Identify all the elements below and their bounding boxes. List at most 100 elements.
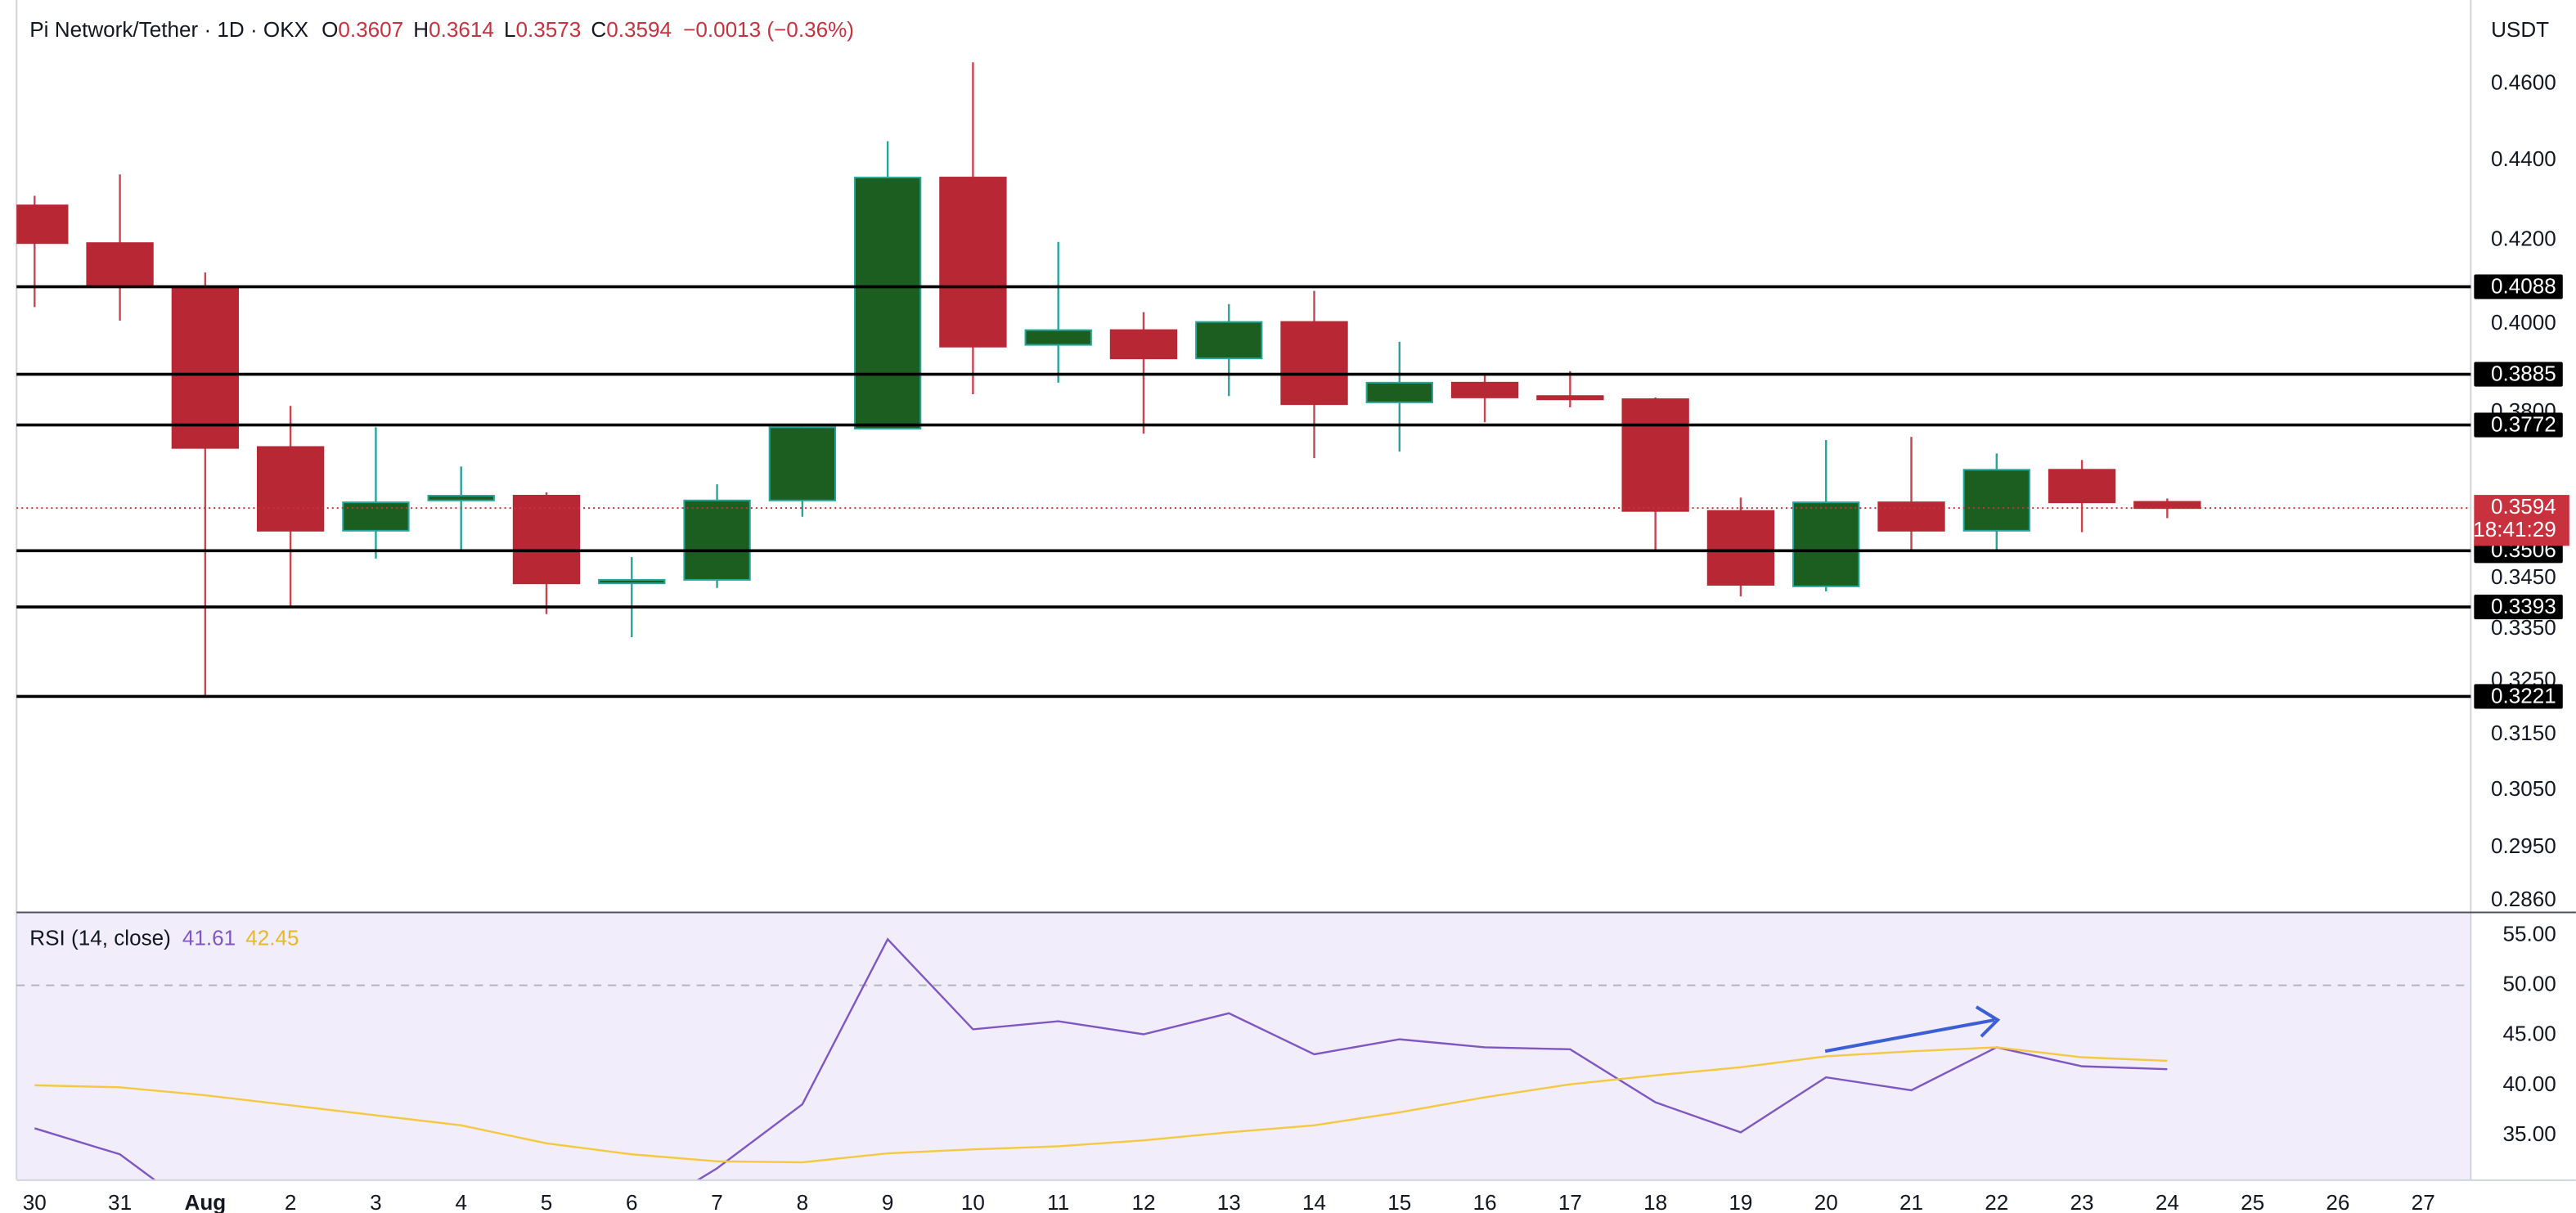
y-tick-label: 0.4400 — [2491, 146, 2556, 171]
rsi-ma-value: 42.45 — [245, 926, 299, 950]
rsi-tick-label: 50.00 — [2502, 971, 2556, 995]
rsi-tick-label: 55.00 — [2502, 921, 2556, 946]
candle-body — [1962, 469, 2030, 532]
candle-body — [1706, 510, 1775, 586]
x-tick-label: 17 — [1558, 1190, 1582, 1213]
y-tick-label: 0.3450 — [2491, 564, 2556, 589]
candle-body — [2133, 501, 2201, 510]
y-tick-label: 0.4200 — [2491, 227, 2556, 251]
arrow-head — [1975, 1005, 2001, 1038]
candle-body — [256, 446, 325, 532]
level-label-box — [2474, 684, 2563, 709]
x-tick-label: 20 — [1814, 1190, 1838, 1213]
ohlc-label: L — [504, 17, 516, 42]
x-tick-label: 14 — [1302, 1190, 1326, 1213]
ohlc-label: C — [591, 17, 606, 42]
ohlc-label: H — [413, 17, 429, 42]
x-tick-label: 10 — [961, 1190, 985, 1213]
y-tick-label: 0.2950 — [2491, 833, 2556, 858]
candle-body — [1877, 501, 1945, 532]
rsi-header: RSI (14, close) 41.61 42.45 — [29, 926, 299, 950]
level-label: 0.3772 — [2491, 411, 2556, 436]
candle-body — [1536, 395, 1604, 401]
x-tick-label: 7 — [711, 1190, 723, 1213]
x-tick-label: 21 — [1899, 1190, 1923, 1213]
arrow-shaft — [1824, 1018, 1995, 1054]
candle-body — [939, 177, 1007, 348]
last-price-label: 0.3594 — [2491, 494, 2556, 519]
x-tick-label: 19 — [1729, 1190, 1752, 1213]
ohlc-value: 0.3607 — [338, 17, 403, 42]
x-tick-label: 4 — [455, 1190, 467, 1213]
y-tick-label: 0.2860 — [2491, 887, 2556, 911]
currency: USDT — [2491, 17, 2549, 42]
level-label-box — [2474, 412, 2563, 438]
candle-body — [1365, 381, 1433, 403]
y-tick-label: 0.3150 — [2491, 721, 2556, 745]
ohlc-value: 0.3614 — [429, 17, 494, 42]
rsi-value: 41.61 — [182, 926, 236, 950]
candle-body — [1621, 398, 1689, 512]
rsi-tick-label: 35.00 — [2502, 1121, 2556, 1146]
ohlc-label: O — [321, 17, 338, 42]
rsi-line — [34, 937, 2168, 1179]
symbol: Pi Network/Tether · 1D · OKX — [29, 17, 308, 42]
y-tick-label: 0.3050 — [2491, 776, 2556, 801]
rsi-tick-label: 45.00 — [2502, 1022, 2556, 1046]
x-tick-label: 3 — [370, 1190, 382, 1213]
x-tick-label: 23 — [2070, 1190, 2094, 1213]
ohlc-value: 0.3594 — [606, 17, 672, 42]
candle-body — [512, 495, 581, 585]
change: −0.0013 (−0.36%) — [683, 17, 854, 42]
candle-body — [1024, 329, 1092, 346]
x-tick-label: 24 — [2156, 1190, 2179, 1213]
x-tick-label: 8 — [797, 1190, 809, 1213]
candle-body — [768, 426, 837, 501]
candles — [16, 62, 2201, 697]
level-label: 0.3221 — [2491, 683, 2556, 708]
rsi-line — [34, 1046, 2168, 1164]
x-tick-label: 12 — [1131, 1190, 1155, 1213]
x-tick-label: 26 — [2326, 1190, 2349, 1213]
rsi-title: RSI (14, close) — [29, 926, 171, 950]
level-label-box — [2474, 595, 2563, 620]
candle-body — [683, 499, 751, 581]
x-tick-label: 22 — [1985, 1190, 2008, 1213]
x-tick-label: 25 — [2241, 1190, 2264, 1213]
rsi-lines — [34, 937, 2168, 1179]
x-tick-label: 13 — [1217, 1190, 1241, 1213]
x-tick-label: 16 — [1473, 1190, 1497, 1213]
candle-body — [853, 177, 922, 430]
last-price-box — [2474, 495, 2569, 546]
candle-body — [16, 204, 69, 245]
x-tick-label: 11 — [1047, 1190, 1069, 1213]
arrow-annotation — [1824, 1005, 2001, 1054]
ohlc-value: 0.3573 — [516, 17, 582, 42]
rsi-tick-label: 40.00 — [2502, 1071, 2556, 1096]
candle-body — [1109, 329, 1178, 360]
price-header: Pi Network/Tether · 1D · OKX O0.3607 H0.36… — [29, 17, 854, 42]
x-tick-label: 6 — [626, 1190, 638, 1213]
candle-body — [86, 242, 154, 286]
level-label: 0.3393 — [2491, 594, 2556, 618]
x-tick-label: Aug — [184, 1190, 226, 1213]
level-label: 0.3885 — [2491, 361, 2556, 385]
level-label-box — [2474, 274, 2563, 299]
candle-body — [1792, 501, 1860, 587]
level-label-box — [2474, 362, 2563, 387]
candle-body — [342, 501, 410, 532]
x-tick-label: 5 — [541, 1190, 553, 1213]
level-label: 0.4088 — [2491, 273, 2556, 298]
x-tick-label: 2 — [285, 1190, 297, 1213]
x-tick-label: 31 — [108, 1190, 132, 1213]
countdown-label: 18:41:29 — [2473, 517, 2556, 541]
x-tick-label: 18 — [1643, 1190, 1667, 1213]
candle-body — [2048, 469, 2116, 504]
candle-body — [427, 495, 495, 501]
x-tick-label: 27 — [2412, 1190, 2435, 1213]
x-tick-label: 30 — [23, 1190, 47, 1213]
candle-body — [1195, 321, 1263, 360]
rsi-pane — [16, 913, 2471, 1179]
